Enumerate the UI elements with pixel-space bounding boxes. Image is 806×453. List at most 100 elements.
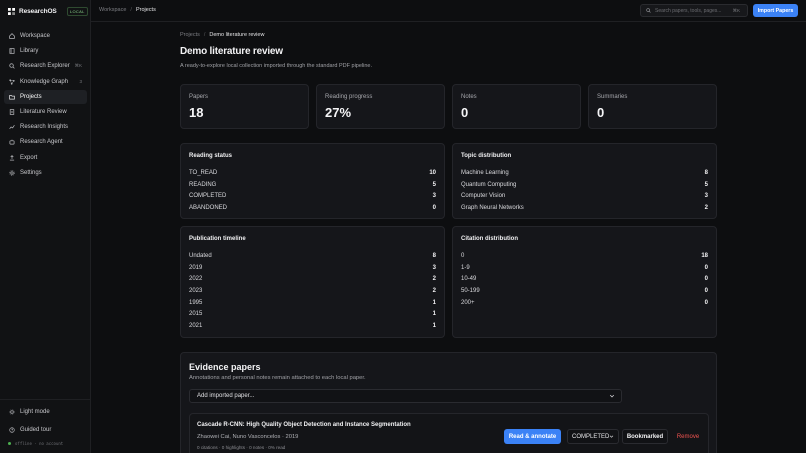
row-value: 3 (432, 193, 436, 200)
brand[interactable]: ResearchOS (8, 6, 57, 16)
list-item: 1-9 0 (461, 262, 708, 274)
row-label: COMPLETED (189, 193, 227, 200)
row-label: 200+ (461, 299, 475, 306)
row-value: 3 (704, 193, 708, 200)
row-label: TO_READ (189, 169, 218, 176)
breadcrumb-link[interactable]: Workspace (99, 7, 127, 13)
logo-icon (8, 7, 15, 15)
sidebar-item-workspace[interactable]: Workspace (4, 29, 87, 43)
sidebar-item-label: Projects (20, 93, 42, 100)
sidebar-item-label: Library (20, 48, 39, 55)
sidebar-item-literature-review[interactable]: Literature Review (4, 105, 87, 119)
chart-icon (9, 124, 15, 130)
sidebar-item-export[interactable]: Export (4, 151, 87, 165)
row-label: Undated (189, 252, 212, 259)
row-label: 2019 (189, 264, 203, 271)
import-papers-button[interactable]: Import Papers (753, 4, 798, 17)
add-paper-select[interactable]: Add imported paper... (189, 389, 622, 403)
stat-card-notes: Notes 0 (452, 84, 581, 129)
sidebar-item-label: Research Agent (20, 139, 63, 146)
list-item: 2019 3 (189, 262, 436, 274)
row-label: 2022 (189, 276, 203, 283)
stat-value: 27% (325, 105, 352, 120)
sidebar-item-research-explorer[interactable]: Research Explorer ⌘K (4, 59, 87, 73)
row-label: ABANDONED (189, 204, 228, 211)
card-title: Reading status (189, 153, 233, 159)
status-dot (8, 442, 11, 445)
help-icon (9, 427, 15, 433)
search-icon (646, 8, 651, 13)
app-name: ResearchOS (19, 7, 57, 15)
list-item: 10-49 0 (461, 273, 708, 285)
sidebar-item-projects[interactable]: Projects (4, 89, 87, 104)
remove-button[interactable]: Remove (672, 429, 704, 444)
topic-distribution-list: Machine Learning 8 Quantum Computing 5 Com… (461, 167, 708, 214)
sidebar-item-library[interactable]: Library (4, 44, 87, 58)
stat-label: Summaries (597, 94, 628, 100)
card-title: Publication timeline (189, 236, 246, 242)
row-label: 2021 (189, 322, 203, 329)
page-subtitle: A ready-to-explore local collection impo… (180, 63, 372, 69)
guided-tour-button[interactable]: Guided tour (4, 423, 87, 437)
document-icon (9, 109, 15, 115)
sidebar-item-research-insights[interactable]: Research Insights (4, 120, 87, 134)
sidebar-bottom: Light mode Guided tour (4, 405, 87, 438)
row-value: 1 (432, 322, 436, 329)
list-item: 2023 2 (189, 285, 436, 297)
sidebar-nav: Workspace Library Research Explorer ⌘K K… (4, 29, 87, 181)
select-value: Add imported paper... (197, 393, 255, 399)
light-mode-toggle[interactable]: Light mode (4, 405, 87, 419)
stat-label: Notes (461, 94, 477, 100)
page-title: Demo literature review (180, 46, 283, 57)
row-label: 1-9 (461, 264, 470, 271)
list-item: COMPLETED 3 (189, 190, 436, 202)
list-item: 1995 1 (189, 297, 436, 309)
local-badge: LOCAL (67, 7, 88, 16)
row-label: 50-199 (461, 287, 480, 294)
row-value: 0 (704, 299, 708, 306)
export-icon (9, 154, 15, 161)
sidebar-item-research-agent[interactable]: Research Agent (4, 135, 87, 149)
row-value: 0 (704, 287, 708, 294)
select-value: COMPLETED (572, 433, 610, 440)
paper-authors: Zhaowei Cai, Nuno Vasconcelos · 2019 (197, 434, 299, 440)
sidebar-item-knowledge-graph[interactable]: Knowledge Graph 3 (4, 75, 87, 89)
search-box[interactable]: ⌘K (640, 4, 748, 17)
graph-icon (9, 78, 15, 85)
paper-title[interactable]: Cascade R-CNN: High Quality Object Detec… (197, 422, 411, 428)
bookmark-button[interactable]: Bookmarked (622, 429, 668, 444)
connection-status-text: offline · no account (15, 441, 64, 446)
folder-icon (9, 94, 15, 100)
section-subtitle: Annotations and personal notes remain at… (189, 375, 366, 381)
citation-distribution-list: 0 18 1-9 0 10-49 0 50-199 0 200+ 0 (461, 250, 708, 308)
row-value: 8 (704, 169, 708, 176)
row-value: 1 (432, 311, 436, 318)
row-value: 5 (432, 181, 436, 188)
row-value: 8 (432, 252, 436, 259)
breadcrumb-link[interactable]: Projects (180, 32, 200, 38)
stat-value: 0 (461, 105, 469, 120)
list-item: Undated 8 (189, 250, 436, 262)
top-breadcrumb: Workspace / Projects (99, 7, 156, 13)
list-item: Quantum Computing 5 (461, 179, 708, 191)
chevron-down-icon (609, 435, 614, 438)
list-item: TO_READ 10 (189, 167, 436, 179)
breadcrumb-separator: / (203, 32, 206, 38)
stat-value: 18 (189, 105, 204, 120)
row-label: 2023 (189, 287, 203, 294)
sidebar-item-settings[interactable]: Settings (4, 166, 87, 180)
list-item: 0 18 (461, 250, 708, 262)
search-input[interactable] (655, 7, 733, 14)
count-hint: 3 (79, 79, 82, 85)
reading-status-select[interactable]: COMPLETED (567, 429, 619, 444)
row-value: 2 (432, 287, 436, 294)
reading-status-list: TO_READ 10 READING 5 COMPLETED 3 ABANDONED 0 (189, 167, 436, 214)
section-title: Evidence papers (189, 362, 261, 372)
agent-icon (9, 139, 15, 145)
paper-item: Cascade R-CNN: High Quality Object Detec… (189, 413, 709, 453)
publication-timeline-card: Publication timeline Undated 8 2019 3 2022… (180, 226, 445, 338)
list-item: 50-199 0 (461, 285, 708, 297)
sidebar-item-label: Light mode (20, 409, 50, 415)
breadcrumb-separator: / (130, 7, 132, 13)
read-annotate-button[interactable]: Read & annotate (504, 429, 561, 444)
